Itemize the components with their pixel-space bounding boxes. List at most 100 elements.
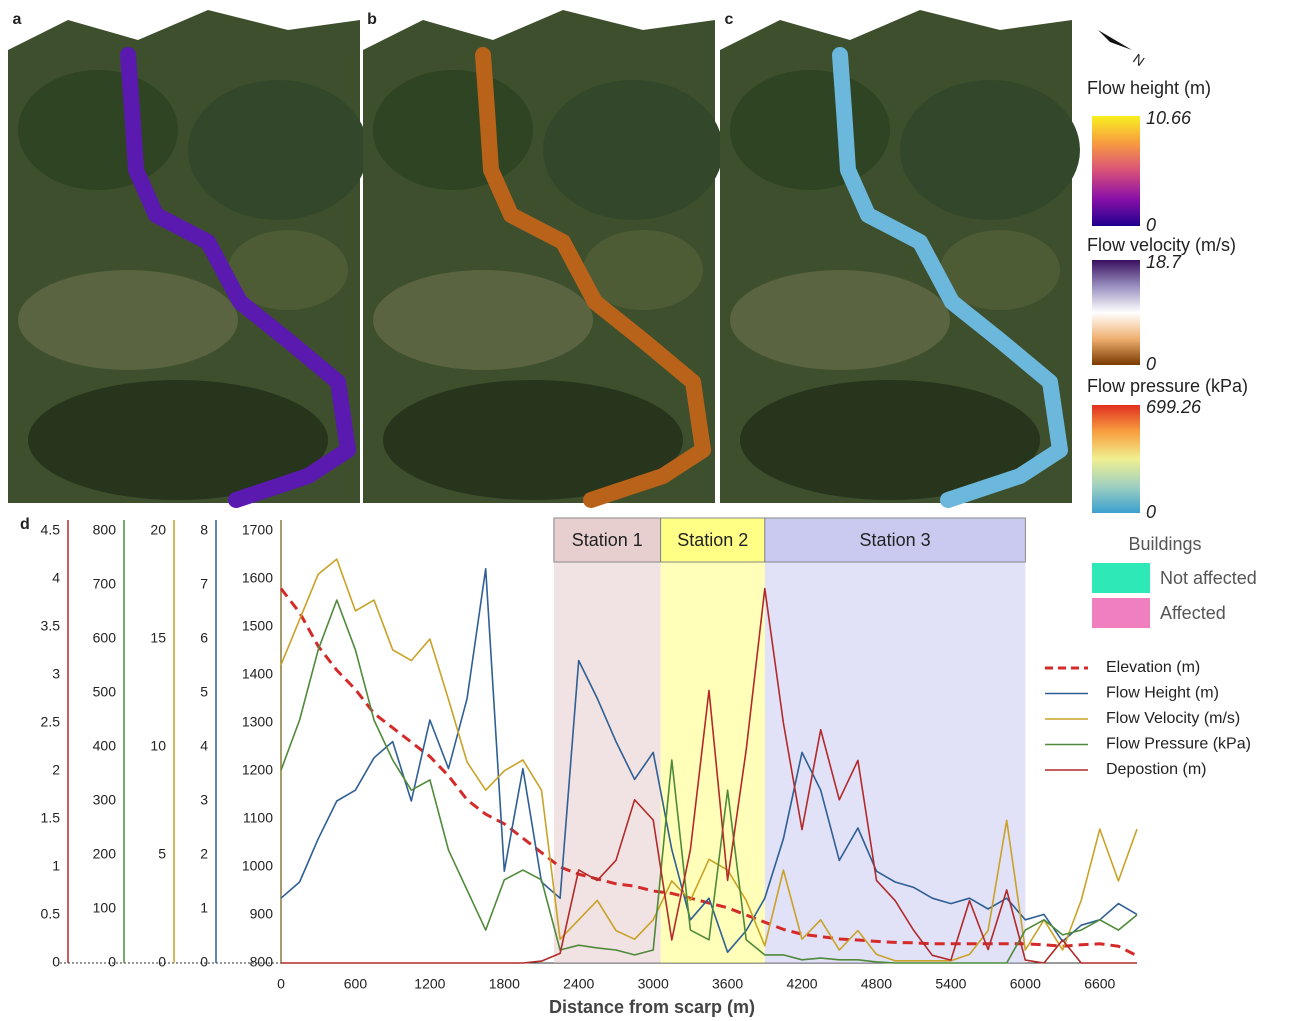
y-tick-label: 500	[93, 684, 117, 700]
y-tick-label: 1700	[242, 522, 273, 538]
colorbar	[1092, 260, 1140, 365]
y-tick-label: 7	[200, 576, 208, 592]
legend-label: Depostion (m)	[1106, 761, 1206, 778]
y-tick-label: 0	[158, 954, 166, 970]
map-a: a	[8, 10, 368, 503]
y-tick-label: 300	[93, 792, 117, 808]
station-region	[764, 518, 1026, 963]
y-tick-label: 3.5	[41, 618, 61, 634]
y-tick-label: 0	[52, 954, 60, 970]
y-tick-label: 0.5	[41, 906, 61, 922]
y-tick-label: 700	[93, 576, 117, 592]
map-b: b	[363, 10, 723, 503]
colorbar-max: 10.66	[1146, 108, 1192, 128]
x-tick-label: 4800	[861, 976, 892, 992]
map-label: a	[13, 11, 22, 28]
colorbar-min: 0	[1146, 502, 1156, 522]
y-tick-label: 1000	[242, 858, 273, 874]
y-tick-label: 2	[200, 846, 208, 862]
y-tick-label: 0	[108, 954, 116, 970]
station-header	[660, 517, 766, 563]
y-tick-label: 6	[200, 630, 208, 646]
colorbar-max: 699.26	[1146, 397, 1202, 417]
map-c: c	[720, 10, 1080, 503]
x-tick-label: 2400	[563, 976, 594, 992]
y-tick-label: 5	[158, 846, 166, 862]
station-label: Station 2	[677, 530, 748, 550]
colorbar	[1092, 405, 1140, 513]
y-tick-label: 8	[200, 522, 208, 538]
y-tick-label: 1100	[243, 810, 273, 826]
building-swatch	[1092, 563, 1150, 593]
y-tick-label: 20	[150, 522, 166, 538]
y-tick-label: 1300	[242, 714, 273, 730]
x-tick-label: 3000	[638, 976, 669, 992]
y-tick-label: 3	[200, 792, 208, 808]
building-swatch	[1092, 598, 1150, 628]
map-label: b	[367, 11, 377, 28]
x-tick-label: 1800	[489, 976, 520, 992]
building-label: Affected	[1160, 603, 1226, 623]
x-tick-label: 6600	[1084, 976, 1115, 992]
colorbar-min: 0	[1146, 354, 1156, 374]
x-tick-label: 5400	[935, 976, 966, 992]
legend-label: Flow Pressure (kPa)	[1106, 736, 1251, 753]
y-tick-label: 1.5	[41, 810, 61, 826]
colorbar	[1092, 116, 1140, 226]
y-tick-label: 4.5	[41, 522, 61, 538]
map-label: c	[725, 11, 734, 28]
legend-label: Flow Velocity (m/s)	[1106, 710, 1240, 727]
colorbar-title: Flow velocity (m/s)	[1087, 235, 1236, 255]
x-axis-title: Distance from scarp (m)	[549, 997, 755, 1017]
north-label: N	[1130, 50, 1147, 69]
y-tick-label: 15	[150, 630, 166, 646]
y-tick-label: 1200	[242, 762, 273, 778]
y-tick-label: 2.5	[41, 714, 61, 730]
y-tick-label: 1600	[242, 570, 273, 586]
colorbar-title: Flow pressure (kPa)	[1087, 376, 1248, 396]
x-tick-label: 600	[344, 976, 368, 992]
y-tick-label: 4	[200, 738, 208, 754]
y-tick-label: 2	[52, 762, 60, 778]
y-tick-label: 900	[250, 906, 274, 922]
y-tick-label: 3	[52, 666, 60, 682]
legend-label: Elevation (m)	[1106, 659, 1200, 676]
y-tick-label: 800	[93, 522, 117, 538]
x-tick-label: 6000	[1010, 976, 1041, 992]
series-line	[281, 587, 1137, 964]
y-tick-label: 4	[52, 570, 60, 586]
station-header	[764, 517, 1026, 563]
north-arrow: N	[1098, 30, 1148, 69]
y-tick-label: 5	[200, 684, 208, 700]
buildings-title: Buildings	[1128, 534, 1201, 554]
y-tick-label: 600	[93, 630, 117, 646]
building-label: Not affected	[1160, 568, 1257, 588]
legend-label: Flow Height (m)	[1106, 685, 1219, 702]
station-label: Station 3	[860, 530, 931, 550]
x-tick-label: 4200	[786, 976, 817, 992]
y-tick-label: 1500	[242, 618, 273, 634]
y-tick-label: 1	[200, 900, 208, 916]
station-header	[553, 517, 662, 563]
y-tick-label: 1	[52, 858, 60, 874]
x-tick-label: 3600	[712, 976, 743, 992]
y-tick-label: 400	[93, 738, 117, 754]
series-line	[280, 558, 1138, 962]
series-line	[279, 587, 1138, 958]
panel-label: d	[20, 516, 30, 533]
y-tick-label: 200	[93, 846, 117, 862]
station-region	[660, 518, 765, 963]
colorbar-title: Flow height (m)	[1087, 78, 1211, 98]
y-tick-label: 1400	[242, 666, 273, 682]
x-tick-label: 0	[277, 976, 285, 992]
colorbar-max: 18.7	[1146, 252, 1182, 272]
station-region	[553, 518, 661, 963]
y-tick-label: 100	[93, 900, 117, 916]
y-tick-label: 0	[200, 954, 208, 970]
station-label: Station 1	[572, 530, 643, 550]
colorbar-min: 0	[1146, 215, 1156, 235]
series-line	[280, 568, 1138, 953]
series-line	[280, 599, 1138, 964]
x-tick-label: 1200	[414, 976, 445, 992]
